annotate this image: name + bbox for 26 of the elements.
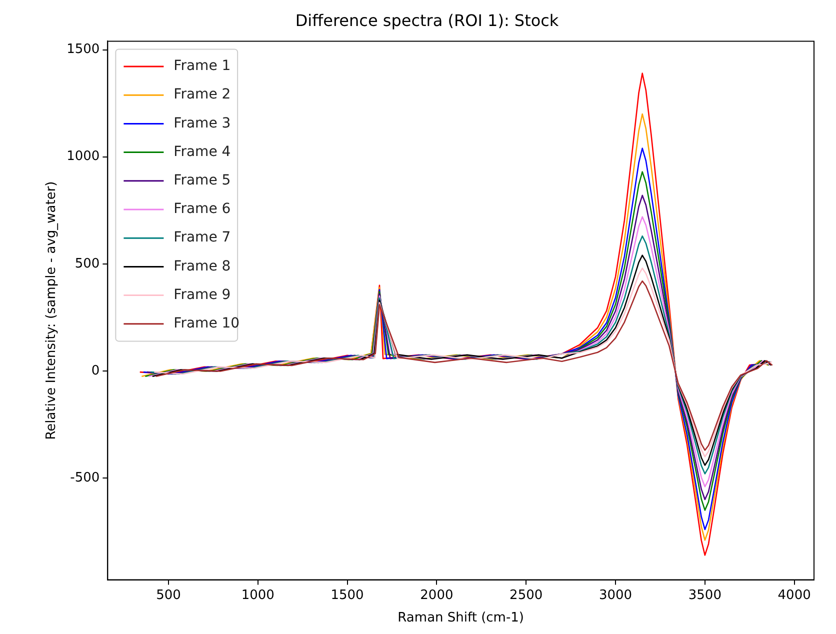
legend-label: Frame 6 xyxy=(174,201,231,218)
x-tick-label: 2500 xyxy=(510,588,543,603)
legend-label: Frame 7 xyxy=(174,230,231,246)
y-axis-title: Relative Intensity: (sample - avg_water) xyxy=(44,181,60,440)
legend-label: Frame 8 xyxy=(174,258,231,274)
chart-title: Difference spectra (ROI 1): Stock xyxy=(295,10,560,30)
x-tick-label: 2000 xyxy=(420,588,454,603)
x-axis-title: Raman Shift (cm-1) xyxy=(398,610,524,626)
legend-label: Frame 9 xyxy=(174,286,231,303)
legend-label: Frame 2 xyxy=(174,86,231,103)
legend-label: Frame 1 xyxy=(174,58,231,74)
legend-label: Frame 10 xyxy=(174,316,240,332)
y-tick-label: 1000 xyxy=(66,149,100,164)
y-tick-label: 0 xyxy=(91,363,100,378)
y-tick-label: -500 xyxy=(70,470,100,486)
legend-label: Frame 4 xyxy=(174,144,231,160)
x-tick-label: 3000 xyxy=(598,588,632,603)
x-tick-label: 1000 xyxy=(241,588,274,603)
y-tick-label: 500 xyxy=(74,256,100,272)
x-tick-label: 1500 xyxy=(330,588,364,603)
legend-label: Frame 3 xyxy=(174,115,231,132)
legend-label: Frame 5 xyxy=(174,172,231,189)
x-tick-label: 3500 xyxy=(688,588,722,603)
x-tick-label: 4000 xyxy=(778,588,811,603)
y-tick-label: 1500 xyxy=(66,42,100,58)
x-tick-label: 500 xyxy=(156,588,181,603)
